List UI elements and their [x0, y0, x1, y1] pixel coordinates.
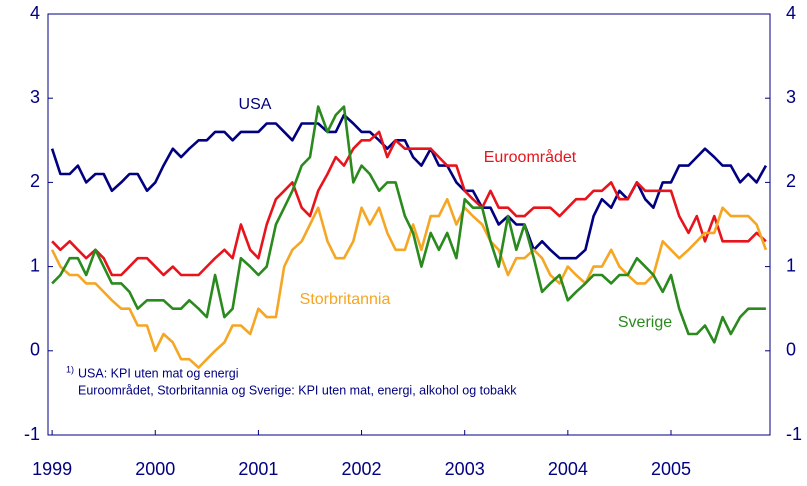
y-tick-label: 2 [30, 171, 40, 191]
y-tick-label: 1 [30, 255, 40, 275]
series-label: Euroområdet [484, 148, 577, 166]
series-line [50, 197, 768, 369]
y-tick-label: 4 [30, 3, 40, 23]
x-tick-label: 2002 [342, 459, 382, 479]
series-line [51, 105, 766, 344]
y2-tick-label: 2 [786, 171, 796, 191]
y2-tick-label: 4 [786, 3, 796, 23]
footnote-line: USA: KPI uten mat og energi [78, 366, 239, 380]
series-label: USA [239, 96, 272, 113]
y2-tick-label: 0 [786, 340, 796, 360]
y-tick-label: -1 [24, 424, 40, 444]
x-tick-label: 2005 [651, 459, 691, 479]
x-tick-label: 2001 [238, 459, 278, 479]
y2-tick-label: -1 [786, 424, 802, 444]
x-tick-label: 2000 [135, 459, 175, 479]
y2-tick-label: 3 [786, 87, 796, 107]
x-tick-label: 2004 [548, 459, 588, 479]
x-tick-label: 2003 [445, 459, 485, 479]
y2-tick-label: 1 [786, 255, 796, 275]
series-label: Storbritannia [300, 291, 391, 308]
footnote-line: Euroområdet, Storbritannia og Sverige: K… [78, 383, 517, 397]
series-line [51, 130, 767, 277]
plot-frame [47, 13, 771, 436]
x-tick-label: 1999 [32, 459, 72, 479]
y-tick-label: 0 [30, 340, 40, 360]
y-tick-label: 3 [30, 87, 40, 107]
series-label: Sverige [618, 314, 672, 331]
footnote-marker: 1) [66, 364, 74, 374]
